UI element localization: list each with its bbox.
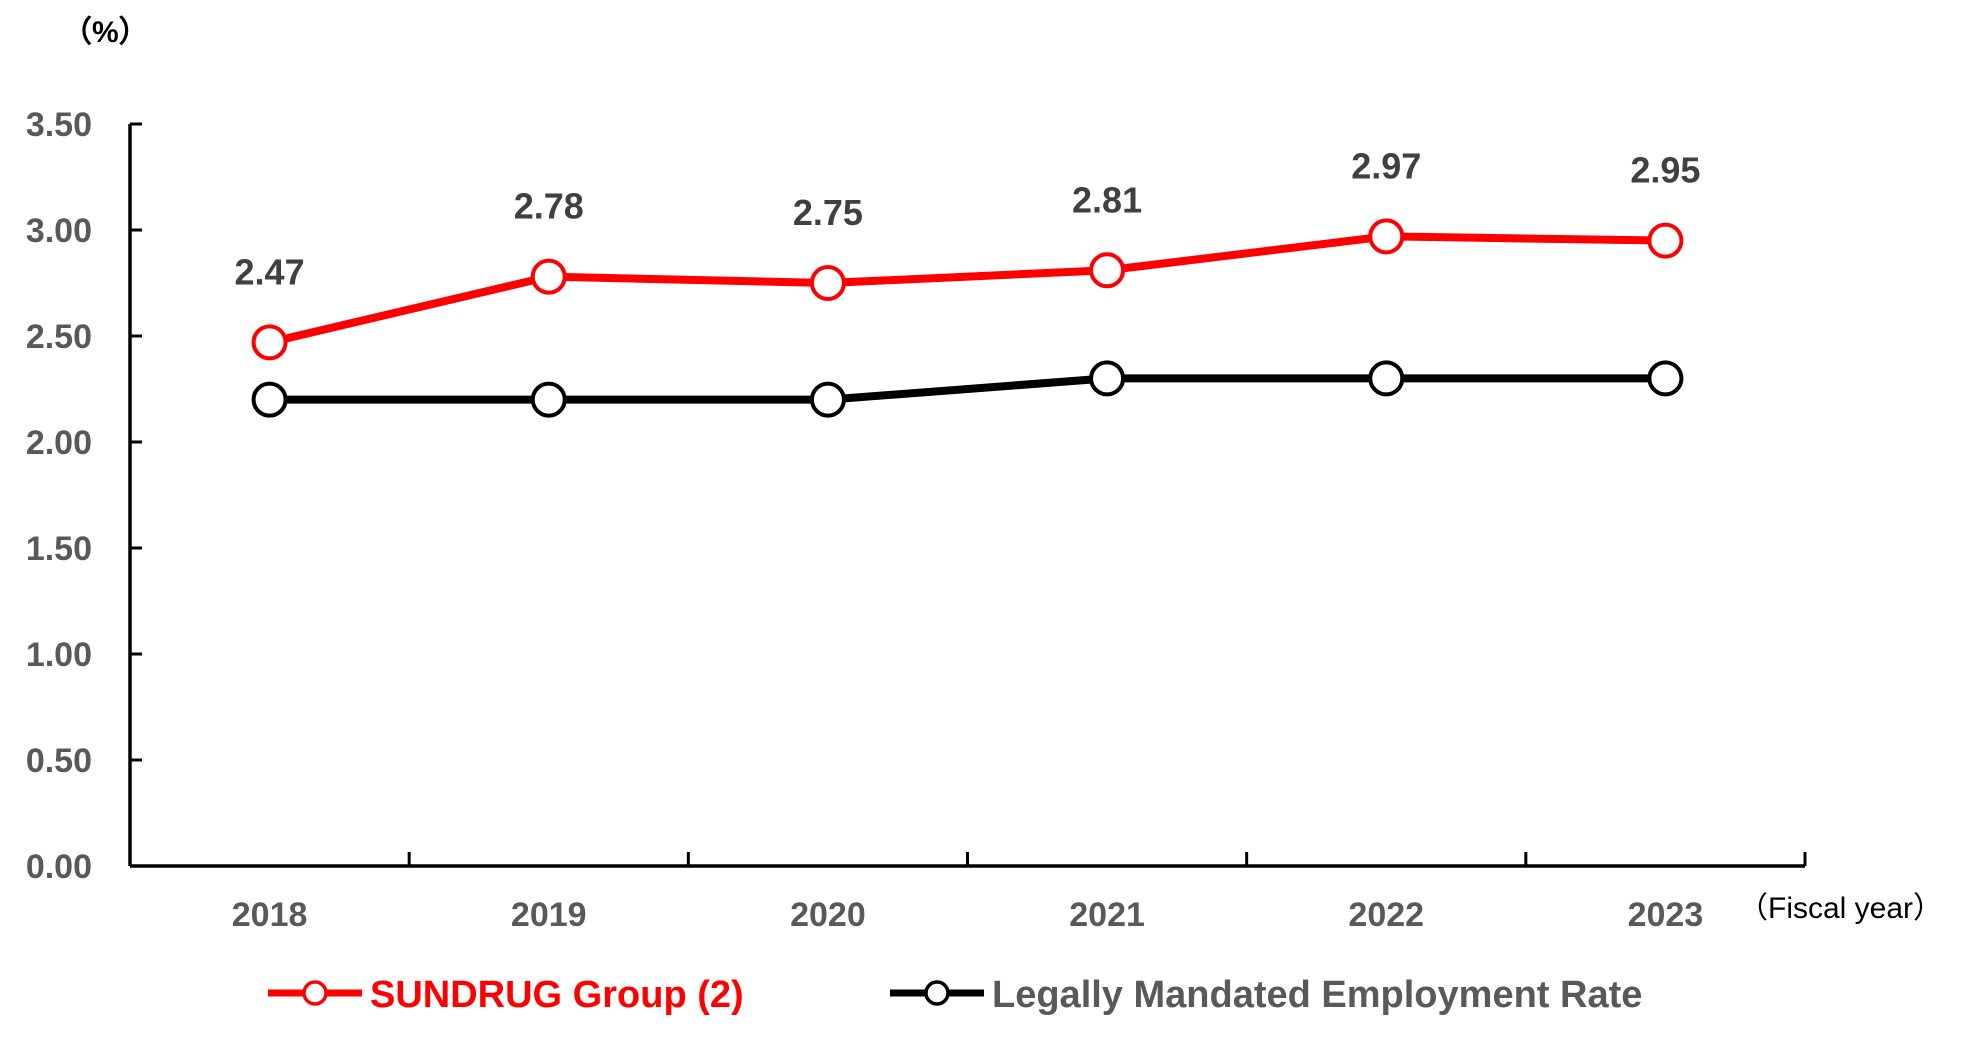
series-layer — [251, 218, 1684, 418]
y-tick-label: 2.00 — [26, 424, 92, 462]
y-unit-label: （%） — [62, 15, 149, 49]
legend-label-sundrug: SUNDRUG Group (2) — [370, 974, 744, 1016]
x-tick-label: 2020 — [790, 896, 866, 934]
series-1-point — [1089, 360, 1126, 397]
series-0-point — [251, 324, 288, 361]
legend-swatch-sundrug-marker — [302, 980, 328, 1006]
data-label: 2.97 — [1351, 145, 1421, 186]
legend: SUNDRUG Group (2) Legally Mandated Emplo… — [268, 974, 1642, 1016]
legend-item-mandated: Legally Mandated Employment Rate — [890, 974, 1642, 1016]
series-1-point — [809, 381, 846, 418]
series-1-point — [1368, 360, 1405, 397]
x-tick-label: 2022 — [1348, 896, 1424, 934]
x-tick-label: 2023 — [1628, 896, 1704, 934]
series-0-point — [1368, 218, 1405, 255]
y-axis: 0.00 0.50 1.00 1.50 2.00 2.50 3.00 3.50 — [26, 106, 142, 886]
series-0-point — [1089, 252, 1126, 289]
series-1-point — [530, 381, 567, 418]
x-tick-label: 2021 — [1069, 896, 1145, 934]
series-line-0 — [268, 232, 1666, 347]
y-tick-label: 1.00 — [26, 636, 92, 674]
series-line-1 — [269, 374, 1666, 404]
y-tick-label: 0.50 — [26, 742, 92, 780]
y-tick-label: 3.00 — [26, 212, 92, 250]
data-label: 2.47 — [235, 251, 305, 292]
data-label: 2.75 — [793, 192, 863, 233]
data-label: 2.95 — [1630, 150, 1700, 191]
x-tick-label: 2018 — [232, 896, 308, 934]
legend-item-sundrug: SUNDRUG Group (2) — [268, 974, 744, 1016]
y-tick-label: 1.50 — [26, 530, 92, 568]
data-labels: 2.47 2.78 2.75 2.81 2.97 2.95 — [235, 145, 1701, 292]
x-tick-label: 2019 — [511, 896, 587, 934]
y-tick-label: 2.50 — [26, 318, 92, 356]
series-1-point — [251, 381, 288, 418]
series-0-point — [1647, 222, 1684, 259]
legend-swatch-mandated-marker — [924, 980, 950, 1006]
series-0-point — [809, 265, 846, 301]
x-unit-label: （Fiscal year） — [1738, 892, 1943, 925]
legend-label-mandated: Legally Mandated Employment Rate — [992, 974, 1642, 1016]
data-label: 2.78 — [514, 186, 584, 227]
series-0-point — [530, 258, 567, 295]
data-label: 2.81 — [1072, 179, 1142, 220]
series-1-point — [1647, 360, 1684, 397]
y-tick-label: 0.00 — [26, 848, 92, 886]
x-axis: 2018 2019 2020 2021 2022 2023 — [130, 852, 1807, 934]
y-tick-label: 3.50 — [26, 106, 92, 144]
